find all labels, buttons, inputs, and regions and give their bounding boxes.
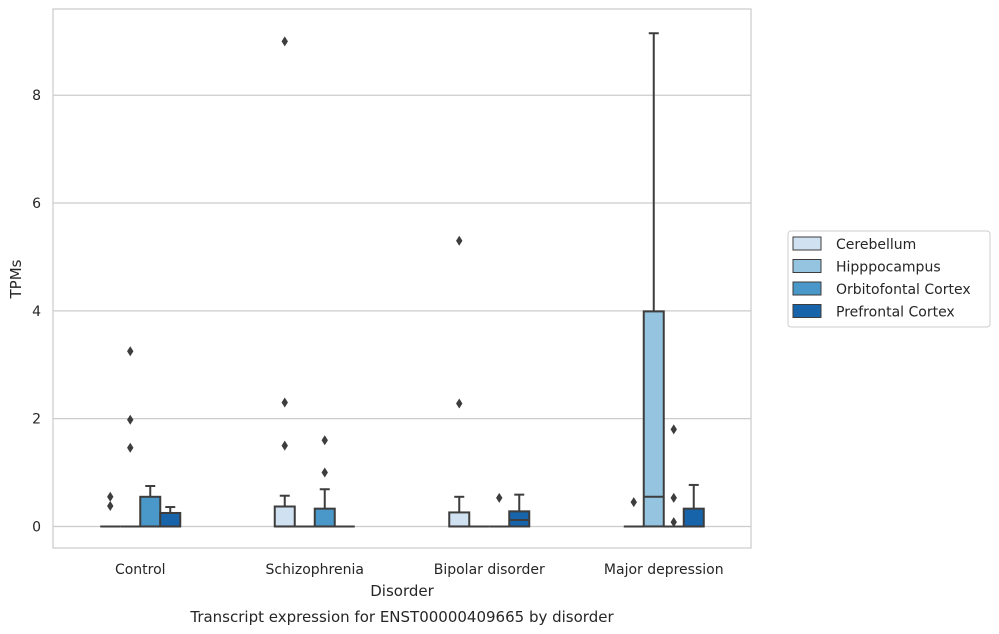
plot-area-frame xyxy=(52,8,752,549)
box-iqr xyxy=(159,511,182,528)
box-iqr xyxy=(682,507,705,528)
box-iqr xyxy=(313,507,336,528)
x-tick-label: Control xyxy=(115,562,166,578)
legend-label: Prefrontal Cortex xyxy=(836,305,955,321)
outlier-point xyxy=(281,36,288,47)
y-axis-label: TPMs xyxy=(7,259,25,299)
box-iqr xyxy=(448,511,471,528)
outlier-point xyxy=(107,500,114,511)
outlier-point xyxy=(670,517,677,528)
legend-swatch xyxy=(792,281,822,296)
y-tick-label: 2 xyxy=(32,412,41,428)
y-tick-label: 0 xyxy=(32,519,41,535)
legend-swatch xyxy=(792,236,822,251)
outlier-point xyxy=(321,435,328,446)
box-series xyxy=(100,32,705,528)
x-tick-label: Schizophrenia xyxy=(266,562,364,578)
outlier-point xyxy=(127,442,134,453)
legend-label: Hipppocampus xyxy=(836,260,941,276)
y-tick-label: 8 xyxy=(32,88,41,104)
outlier-point xyxy=(127,346,134,357)
outlier-point xyxy=(456,235,463,246)
box-iqr xyxy=(642,310,665,528)
x-tick-label: Bipolar disorder xyxy=(434,562,545,578)
box-iqr xyxy=(508,510,531,528)
outlier-point xyxy=(456,398,463,409)
box-iqr xyxy=(139,495,162,528)
y-tick-label: 6 xyxy=(32,196,41,212)
outlier-point xyxy=(496,492,503,503)
x-tick-label: Major depression xyxy=(604,562,724,578)
legend-label: Cerebellum xyxy=(836,237,916,253)
x-axis-label: Disorder xyxy=(370,582,434,600)
outlier-point xyxy=(670,424,677,435)
legend-swatch xyxy=(792,304,822,318)
y-axis-ticks: 0 2 4 6 8 xyxy=(32,88,41,535)
legend-frame xyxy=(787,230,991,328)
chart-caption: Transcript expression for ENST0000040966… xyxy=(189,608,614,626)
box-iqr xyxy=(273,505,296,528)
outlier-point xyxy=(127,414,134,425)
outlier-point xyxy=(107,491,114,502)
outlier-point xyxy=(321,467,328,478)
y-tick-label: 4 xyxy=(32,304,41,320)
legend: Cerebellum Hipppocampus Orbitofontal Corte… xyxy=(787,230,991,328)
outlier-point xyxy=(281,397,288,408)
x-axis-ticks: Control Schizophrenia Bipolar disorder Majo… xyxy=(115,562,724,578)
outlier-point xyxy=(630,497,637,508)
outlier-point xyxy=(281,440,288,451)
legend-label: Orbitofontal Cortex xyxy=(836,282,971,298)
legend-swatch xyxy=(792,259,822,273)
outlier-point xyxy=(670,492,677,503)
